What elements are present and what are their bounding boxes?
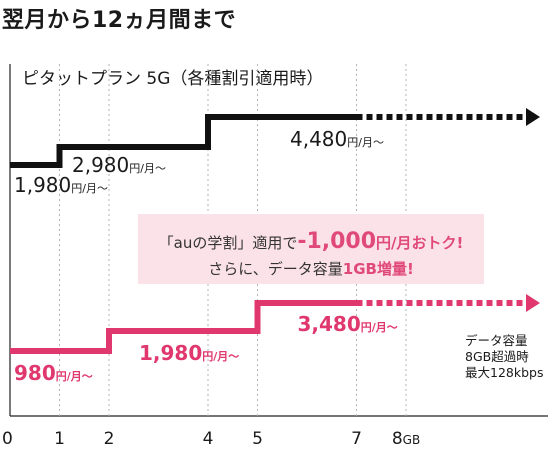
x-tick-8: 8GB [392,429,420,449]
series-0-price-label-2: 4,480円/月〜 [290,127,384,151]
promo-line-1: 「auの学割」適用で-1,000円/月おトク! [159,229,464,254]
x-tick-0: 0 [2,429,13,449]
x-tick-7: 7 [351,429,362,449]
series-0-step-line [10,114,357,168]
series-1-arrowhead [526,294,540,312]
throttle-note-line-0: データ容量 [465,333,528,348]
chart-title: ピタットプラン 5G（各種割引適用時） [22,69,323,89]
series-0-price-label-0: 1,980円/月〜 [14,173,108,197]
series-0-arrowhead [526,108,540,126]
promo-line-2: さらに、データ容量1GB増量! [208,260,414,278]
throttle-note-line-2: 最大128kbps [465,365,543,380]
series-0-price-label-1: 2,980円/月〜 [72,153,166,177]
series-1-price-label-1: 1,980円/月〜 [139,341,239,365]
series-1-price-label-0: 980円/月〜 [14,361,93,385]
throttle-note-line-1: 8GB超過時 [465,349,529,364]
x-tick-2: 2 [104,429,115,449]
series-1-step-line [10,300,357,354]
promo-box [138,214,484,284]
x-tick-4: 4 [203,429,214,449]
x-tick-5: 5 [252,429,263,449]
heading: 翌月から12ヵ月間まで [2,8,237,33]
series-1-price-label-2: 3,480円/月〜 [298,312,398,336]
x-tick-1: 1 [54,429,65,449]
